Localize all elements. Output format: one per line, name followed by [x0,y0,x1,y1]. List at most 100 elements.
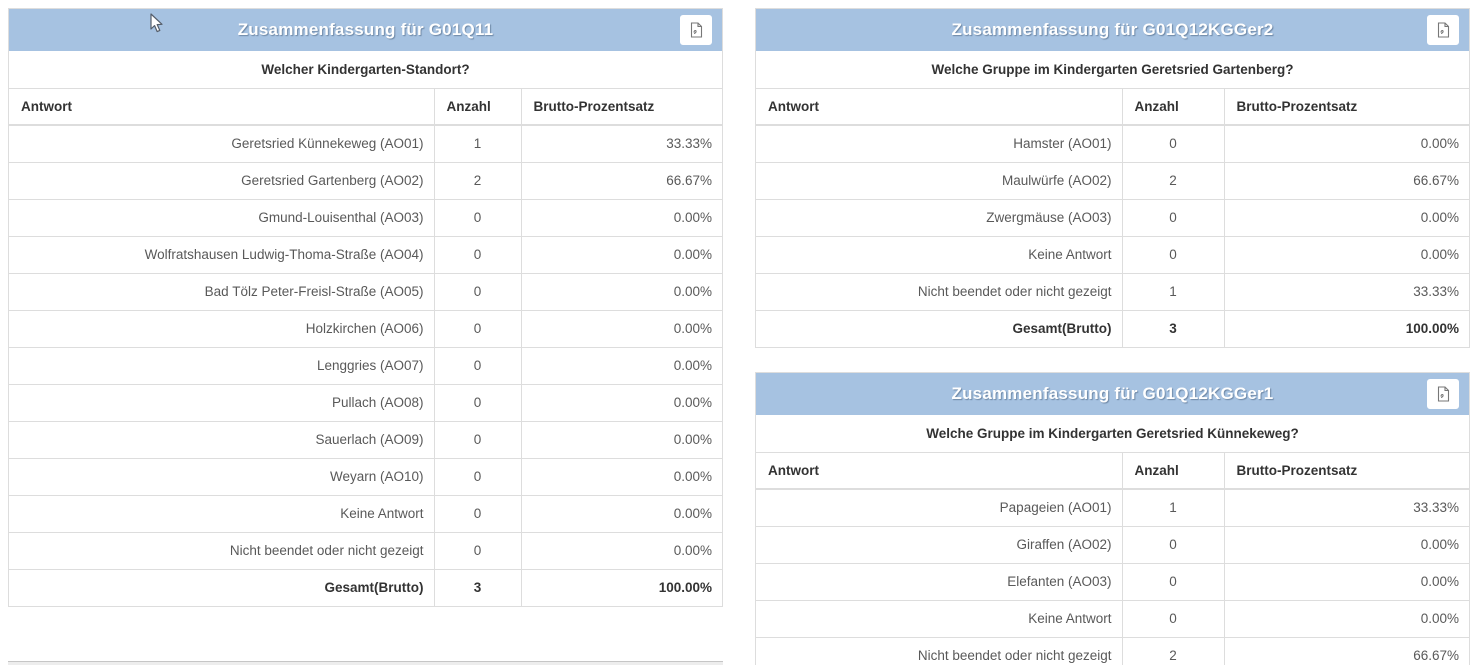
table-row: Gesamt(Brutto) 3 100.00% [9,568,722,606]
count-cell: 2 [1121,161,1225,199]
table-row: Holzkirchen (AO06) 0 0.00% [9,309,722,347]
export-pdf-button[interactable] [1427,15,1459,45]
answer-cell: Weyarn (AO10) [9,457,434,495]
table-row: Gmund-Louisenthal (AO03) 0 0.00% [9,198,722,236]
table-row: Maulwürfe (AO02) 2 66.67% [756,161,1469,199]
table-row: Sauerlach (AO09) 0 0.00% [9,420,722,458]
table-row: Papageien (AO01) 1 33.33% [756,488,1469,526]
right-column: Zusammenfassung für G01Q12KGGer2 Welche … [755,8,1470,665]
table-row: Weyarn (AO10) 0 0.00% [9,457,722,495]
column-header-percent: Brutto-Prozentsatz [1224,89,1469,126]
table-header-row: Antwort Anzahl Brutto-Prozentsatz [756,453,1469,490]
percent-cell: 66.67% [521,161,722,199]
count-cell: 0 [433,420,522,458]
summary-panel-g01q12kgger2: Zusammenfassung für G01Q12KGGer2 Welche … [755,8,1470,348]
answer-cell: Gmund-Louisenthal (AO03) [9,198,434,236]
count-cell: 0 [1121,198,1225,236]
table-row: Giraffen (AO02) 0 0.00% [756,525,1469,563]
results-table: Antwort Anzahl Brutto-Prozentsatz Gerets… [9,89,722,606]
percent-cell: 0.00% [521,457,722,495]
answer-cell: Sauerlach (AO09) [9,420,434,458]
panel-heading: Zusammenfassung für G01Q11 [9,9,722,51]
pdf-document-icon [1436,386,1450,402]
count-cell: 2 [1121,636,1225,665]
percent-cell: 0.00% [1224,198,1469,236]
answer-cell: Geretsried Gartenberg (AO02) [9,161,434,199]
percent-cell: 100.00% [521,568,722,606]
column-header-answer: Antwort [9,89,434,126]
table-row: Pullach (AO08) 0 0.00% [9,383,722,421]
count-cell: 0 [1121,525,1225,563]
percent-cell: 0.00% [1224,235,1469,273]
table-row: Geretsried Künnekeweg (AO01) 1 33.33% [9,124,722,162]
count-cell: 0 [433,198,522,236]
percent-cell: 0.00% [521,272,722,310]
count-cell: 0 [433,346,522,384]
summary-panel-g01q11: Zusammenfassung für G01Q11 Welcher Kinde… [8,8,723,607]
question-text: Welche Gruppe im Kindergarten Geretsried… [756,415,1469,453]
pdf-document-icon [689,22,703,38]
answer-cell: Papageien (AO01) [756,488,1122,526]
count-cell: 0 [433,531,522,569]
percent-cell: 66.67% [1224,161,1469,199]
percent-cell: 0.00% [1224,599,1469,637]
count-cell: 0 [433,235,522,273]
count-cell: 0 [433,309,522,347]
answer-cell: Wolfratshausen Ludwig-Thoma-Straße (AO04… [9,235,434,273]
table-row: Geretsried Gartenberg (AO02) 2 66.67% [9,161,722,199]
table-header-row: Antwort Anzahl Brutto-Prozentsatz [9,89,722,126]
percent-cell: 100.00% [1224,309,1469,347]
percent-cell: 33.33% [1224,272,1469,310]
answer-cell: Holzkirchen (AO06) [9,309,434,347]
export-pdf-button[interactable] [1427,379,1459,409]
table-row: Gesamt(Brutto) 3 100.00% [756,309,1469,347]
table-row: Keine Antwort 0 0.00% [756,235,1469,273]
results-table: Antwort Anzahl Brutto-Prozentsatz Papage… [756,453,1469,665]
count-cell: 0 [433,383,522,421]
percent-cell: 0.00% [521,531,722,569]
table-row: Lenggries (AO07) 0 0.00% [9,346,722,384]
count-cell: 1 [433,124,522,162]
summary-panel-g01q12kgger1: Zusammenfassung für G01Q12KGGer1 Welche … [755,372,1470,665]
count-cell: 0 [1121,235,1225,273]
answer-cell: Maulwürfe (AO02) [756,161,1122,199]
column-header-count: Anzahl [1121,89,1225,126]
column-header-count: Anzahl [1121,453,1225,490]
column-header-answer: Antwort [756,89,1122,126]
answer-cell: Lenggries (AO07) [9,346,434,384]
answer-cell: Nicht beendet oder nicht gezeigt [756,272,1122,310]
percent-cell: 0.00% [521,383,722,421]
question-text: Welcher Kindergarten-Standort? [9,51,722,89]
answer-cell: Gesamt(Brutto) [756,309,1122,347]
percent-cell: 0.00% [521,346,722,384]
table-row: Nicht beendet oder nicht gezeigt 0 0.00% [9,531,722,569]
answer-cell: Keine Antwort [9,494,434,532]
column-header-percent: Brutto-Prozentsatz [1224,453,1469,490]
column-header-percent: Brutto-Prozentsatz [521,89,722,126]
answer-cell: Gesamt(Brutto) [9,568,434,606]
count-cell: 3 [433,568,522,606]
percent-cell: 0.00% [521,309,722,347]
results-table: Antwort Anzahl Brutto-Prozentsatz Hamste… [756,89,1469,347]
export-pdf-button[interactable] [680,15,712,45]
left-column: Zusammenfassung für G01Q11 Welcher Kinde… [8,8,723,607]
percent-cell: 0.00% [521,198,722,236]
count-cell: 2 [433,161,522,199]
percent-cell: 0.00% [1224,562,1469,600]
answer-cell: Elefanten (AO03) [756,562,1122,600]
answer-cell: Keine Antwort [756,235,1122,273]
column-header-count: Anzahl [433,89,522,126]
panel-heading: Zusammenfassung für G01Q12KGGer1 [756,373,1469,415]
question-text: Welche Gruppe im Kindergarten Geretsried… [756,51,1469,89]
count-cell: 3 [1121,309,1225,347]
table-row: Zwergmäuse (AO03) 0 0.00% [756,198,1469,236]
answer-cell: Nicht beendet oder nicht gezeigt [9,531,434,569]
count-cell: 1 [1121,272,1225,310]
count-cell: 0 [1121,562,1225,600]
percent-cell: 0.00% [1224,525,1469,563]
percent-cell: 0.00% [521,494,722,532]
percent-cell: 0.00% [1224,124,1469,162]
answer-cell: Nicht beendet oder nicht gezeigt [756,636,1122,665]
count-cell: 0 [1121,599,1225,637]
